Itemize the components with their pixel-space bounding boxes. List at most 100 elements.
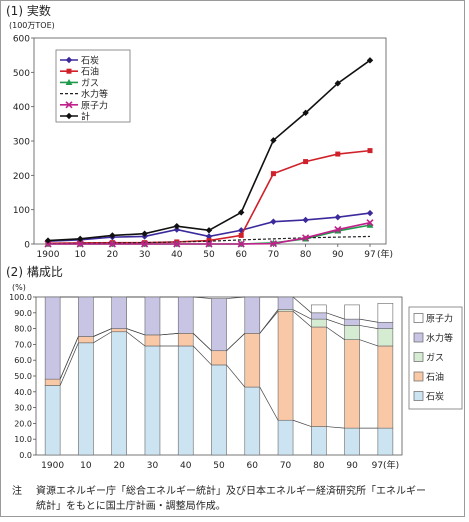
chart2-y-tick-label-4: 40.0 (14, 388, 32, 397)
bar-1-segment-3 (78, 296, 94, 337)
connector-0-6 (259, 386, 279, 421)
chart1-x-tick-label-4: 40 (171, 250, 183, 260)
series-5-point-6 (238, 209, 245, 216)
chart1-y-tick-label-4: 400 (13, 103, 30, 113)
bar-10-segment-1 (377, 345, 394, 429)
chart2-title: (2) 構成比 (6, 265, 63, 279)
bar-1-segment-1 (78, 336, 94, 344)
chart2-y-tick-label-0: 0.0 (19, 451, 32, 460)
series-1-point-7 (270, 171, 276, 177)
chart2-x-tick-label-4: 40 (180, 461, 192, 471)
chart1-x-tick-label-1: 10 (74, 250, 86, 260)
connector-2-8 (326, 318, 345, 326)
bar-10-segment-2 (377, 328, 394, 347)
series-0-point-9 (334, 214, 341, 221)
bar-3-segment-1 (144, 334, 161, 347)
chart2-legend-label-0: 石炭 (426, 392, 444, 403)
bar-2-segment-0 (111, 331, 127, 456)
bar-7-segment-1 (277, 310, 294, 421)
legend-marker-5 (65, 112, 73, 120)
bar-0-segment-0 (44, 385, 61, 456)
chart2-x-tick-label-6: 60 (247, 461, 259, 471)
connector-2-7 (292, 309, 312, 320)
bar-9-segment-2 (344, 325, 360, 340)
series-0-point-7 (270, 218, 277, 225)
connector-0-5 (226, 364, 246, 388)
chart2-y-tick-label-10: 100.0 (9, 293, 32, 302)
chart2-x-tick-label-7: 70 (280, 461, 292, 471)
bar-8-segment-1 (311, 326, 327, 427)
bar-2-segment-1 (111, 328, 127, 333)
chart2-legend-swatch-3 (413, 332, 424, 343)
chart1-x-tick-label-3: 30 (139, 250, 151, 260)
chart2-y-tick-label-9: 90.0 (14, 309, 32, 318)
series-1-point-8 (303, 159, 309, 165)
bar-10-segment-0 (377, 427, 394, 456)
bar-5-segment-1 (211, 350, 227, 366)
chart2-x-tick-label-9: 90 (346, 461, 358, 471)
chart1-x-tick-label-2: 20 (107, 250, 119, 260)
chart1-y-tick-label-0: 0 (24, 241, 30, 251)
bar-9-segment-4 (344, 304, 360, 320)
bar-5-segment-0 (211, 364, 227, 456)
bar-7-segment-0 (277, 419, 294, 456)
chart2-x-tick-label-10: 97(年) (372, 459, 399, 471)
bar-3-segment-3 (144, 296, 161, 336)
connector-3-7 (292, 296, 312, 314)
bar-4-segment-0 (177, 345, 194, 456)
series-5-point-7 (270, 137, 277, 144)
series-4-point-10 (366, 219, 374, 227)
series-5-point-2 (109, 232, 116, 239)
series-4-point-2 (108, 240, 116, 248)
connector-0-7 (292, 419, 312, 427)
series-4-point-1 (76, 240, 84, 248)
series-4-point-5 (205, 240, 213, 248)
connector-1-7 (292, 310, 312, 328)
connector-2-6 (259, 309, 279, 334)
chart1-x-tick-label-8: 80 (300, 250, 312, 260)
bar-8-segment-2 (311, 318, 327, 328)
bar-6-segment-3 (244, 296, 261, 334)
bar-6-segment-1 (244, 333, 261, 388)
chart1-y-tick-label-6: 600 (13, 35, 30, 45)
chart2-y-tick-label-7: 70.0 (14, 340, 32, 349)
series-0-point-4 (173, 226, 180, 233)
bar-8-segment-0 (311, 426, 327, 456)
bar-0-segment-1 (44, 378, 61, 386)
chart2-x-tick-label-3: 30 (147, 461, 159, 471)
chart2-x-tick-label-1: 10 (80, 461, 92, 471)
chart1-title: (1) 実数 (6, 4, 51, 18)
series-5-point-3 (141, 230, 148, 237)
series-5-point-10 (366, 57, 374, 64)
series-1-point-6 (238, 232, 244, 238)
bar-4-segment-3 (177, 296, 194, 334)
chart1-y-tick-label-1: 100 (13, 206, 30, 216)
chart2-x-tick-label-8: 80 (313, 461, 325, 471)
series-5-point-5 (205, 227, 213, 234)
series-4-point-7 (269, 240, 277, 248)
note-line1: 資源エネルギー庁「総合エネルギー統計」及び日本エネルギー経済研究所「エネルギー (36, 486, 426, 497)
bar-2-segment-3 (111, 296, 127, 329)
note-label: 注 (12, 486, 22, 497)
chart2-y-tick-label-6: 60.0 (14, 356, 32, 365)
chart2-y-tick-label-3: 30.0 (14, 404, 32, 413)
connector-1-8 (326, 326, 345, 340)
legend-label-1: 石油 (81, 66, 99, 78)
series-4-point-4 (173, 240, 181, 248)
connector-3-9 (359, 318, 378, 323)
chart2-legend-label-1: 石油 (426, 371, 444, 383)
series-1-point-5 (206, 238, 212, 244)
series-4-point-8 (302, 234, 310, 242)
chart1-x-tick-label-7: 70 (268, 250, 280, 260)
connector-0-1 (93, 331, 112, 344)
series-4-point-0 (44, 240, 52, 248)
connector-2-5 (226, 333, 246, 351)
chart2-y-unit: (%) (12, 283, 26, 292)
chart2-legend-swatch-1 (413, 371, 424, 382)
bar-10-segment-4 (377, 303, 394, 323)
line-chart: 0 100 200 300 400 500 600 1900 10 20 30 40 50 60 70 80 9… (13, 35, 393, 261)
series-1-point-10 (367, 148, 373, 154)
series-line-3 (47, 235, 371, 245)
connector-2-1 (93, 328, 112, 337)
legend-label-3: 水力等 (81, 88, 108, 100)
